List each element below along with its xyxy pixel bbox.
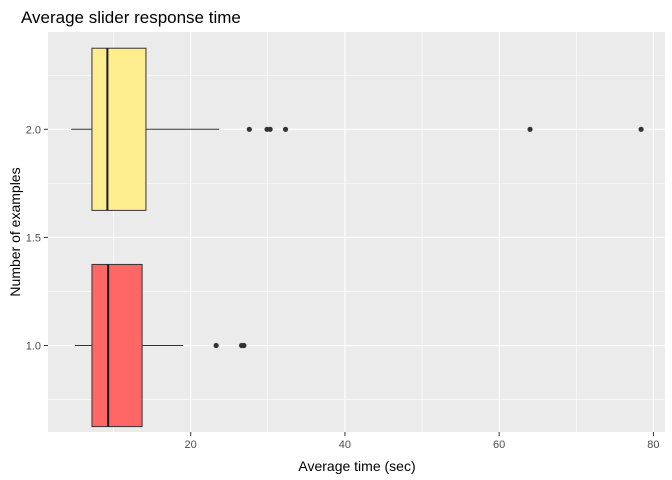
- y-axis-title: Number of examples: [7, 167, 23, 296]
- x-tick-label: 20: [185, 439, 197, 451]
- axes: 20 40 60 80 1.0 1.5 2.0: [26, 124, 660, 451]
- y-tick-label: 1.5: [26, 232, 41, 244]
- outlier-point: [282, 126, 289, 132]
- plot-panel: [48, 32, 665, 432]
- outlier-point: [267, 126, 273, 132]
- box-group: [74, 263, 247, 428]
- x-tick-label: 40: [339, 439, 351, 451]
- chart-title: Average slider response time: [21, 8, 241, 27]
- box-layer: [71, 47, 644, 428]
- x-axis-title: Average time (sec): [298, 458, 415, 474]
- x-tick-label: 80: [647, 439, 659, 451]
- box-iqr: [91, 263, 143, 428]
- outlier-point: [527, 126, 533, 132]
- outlier-point: [246, 126, 252, 132]
- grid-lines: [48, 32, 665, 432]
- outlier-point: [638, 126, 644, 132]
- box-group: [71, 47, 644, 211]
- x-tick-label: 60: [493, 439, 505, 451]
- y-tick-label: 2.0: [26, 124, 41, 136]
- outlier-point: [213, 342, 219, 349]
- outlier-point: [241, 342, 247, 349]
- y-tick-label: 1.0: [26, 341, 41, 353]
- box-iqr: [91, 47, 147, 211]
